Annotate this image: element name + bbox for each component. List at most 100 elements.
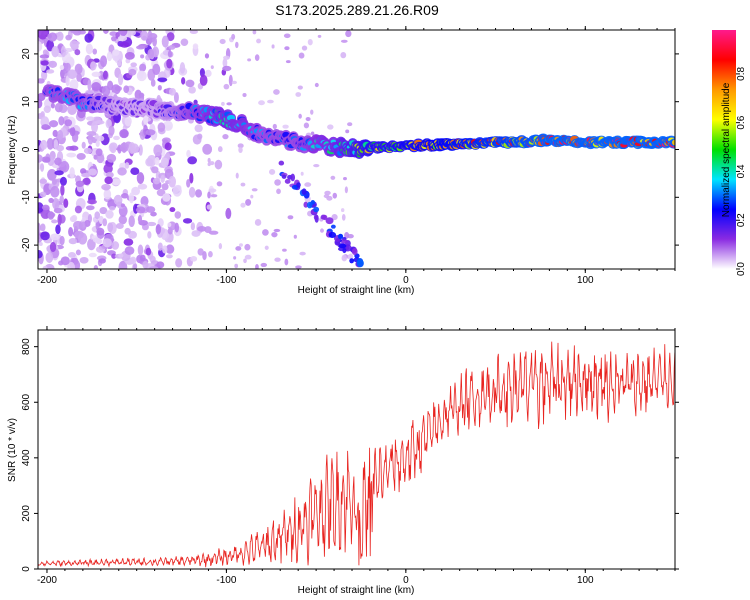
- spectrogram-cell: [208, 251, 213, 258]
- spectrogram-cell: [67, 251, 76, 258]
- spectrogram-cell: [313, 206, 320, 213]
- spectrogram-cell: [45, 252, 54, 263]
- spectrogram-cell: [38, 30, 48, 40]
- spectrogram-cell: [70, 30, 79, 34]
- spectrogram-cell: [50, 233, 60, 241]
- spectrogram-cell: [111, 84, 121, 95]
- spectrogram-cell: [326, 195, 333, 201]
- spectrogram-cell: [242, 93, 247, 98]
- spectrogram-cell: [327, 124, 334, 130]
- spectrogram-y-tick-label: 10: [21, 96, 32, 108]
- spectrogram-x-ticks: -200 -100 0 100: [37, 26, 676, 286]
- spectrogram-cell: [197, 133, 203, 140]
- spectrogram-cell: [94, 211, 101, 220]
- spectrogram-cell: [174, 222, 180, 233]
- spectrogram-cell: [284, 258, 289, 266]
- spectrogram-cell: [85, 43, 93, 55]
- spectrogram-cell: [240, 202, 246, 208]
- spectrogram-cell: [97, 135, 105, 142]
- spectrogram-cell: [111, 36, 117, 42]
- spectrogram-cell: [51, 178, 57, 185]
- spectrogram-cell: [272, 123, 277, 130]
- spectrogram-cell: [284, 178, 291, 184]
- spectrogram-cell: [54, 170, 64, 176]
- spectrogram-cell: [341, 254, 348, 262]
- spectrogram-cell: [38, 241, 43, 247]
- spectrogram-cell: [103, 163, 113, 174]
- spectrogram-cell: [260, 262, 268, 268]
- spectrogram-cell: [174, 211, 182, 219]
- spectrogram-cell: [179, 62, 186, 74]
- spectrogram-cell: [39, 191, 47, 198]
- spectrogram-cell: [344, 186, 348, 194]
- snr-panel: -200 -100 0 100 0 200 400 600 800 Height of str…: [7, 326, 679, 596]
- spectrogram-cell: [121, 193, 129, 199]
- spectrogram-cell: [222, 65, 232, 72]
- spectrogram-cell: [118, 253, 124, 258]
- colorbar-gradient: [712, 30, 736, 269]
- spectrogram-cell: [285, 60, 291, 64]
- spectrogram-cell: [87, 133, 94, 145]
- spectrogram-cell: [225, 207, 232, 220]
- spectrogram-cell: [117, 167, 127, 176]
- spectrogram-cell: [39, 178, 48, 184]
- spectrogram-cell: [157, 122, 166, 133]
- spectrogram-cell: [52, 129, 59, 138]
- spectrogram-cell: [38, 222, 41, 234]
- spectrogram-cell: [115, 222, 124, 229]
- spectrogram-cell: [47, 32, 58, 42]
- spectrogram-cell: [256, 38, 261, 44]
- spectrogram-cell: [136, 70, 147, 82]
- spectrogram-cell: [223, 83, 230, 90]
- spectrogram-cell: [324, 190, 331, 196]
- spectrogram-cell: [137, 183, 148, 190]
- spectrogram-cell: [189, 30, 198, 35]
- spectrogram-cell: [181, 77, 186, 85]
- figure-title: S173.2025.289.21.26.R09: [275, 2, 439, 18]
- spectrogram-cell: [151, 166, 159, 174]
- spectrogram-cell: [150, 211, 157, 217]
- spectrogram-cell: [214, 159, 223, 170]
- spectrogram-cell: [50, 186, 60, 198]
- spectrogram-cell: [146, 221, 157, 227]
- spectrogram-cell: [124, 227, 131, 235]
- spectrogram-cell: [137, 244, 144, 256]
- spectrogram-cell: [337, 233, 344, 240]
- spectrogram-cell: [95, 140, 100, 147]
- spectrogram-cell: [303, 122, 310, 129]
- spectrogram-cell: [153, 144, 163, 157]
- spectrogram-x-axis-label: Height of straight line (km): [298, 285, 415, 296]
- spectrogram-cell: [67, 69, 78, 80]
- spectrogram-cell: [75, 180, 85, 187]
- spectrogram-cell: [206, 204, 213, 210]
- spectrogram-cell: [264, 245, 269, 250]
- spectrogram-cell: [330, 224, 336, 229]
- spectrogram-cell: [172, 185, 182, 197]
- spectrogram-cell: [39, 54, 50, 59]
- spectrogram-cell: [252, 30, 257, 35]
- spectrogram-cell: [50, 102, 55, 109]
- spectrogram-cell: [38, 154, 43, 163]
- spectrogram-cell: [145, 129, 156, 136]
- spectrogram-cell: [40, 231, 50, 241]
- spectrogram-cell: [208, 188, 217, 193]
- spectrogram-y-tick-label: -20: [21, 237, 32, 252]
- spectrogram-cell: [152, 63, 161, 75]
- spectrogram-cell: [120, 203, 125, 208]
- spectrogram-cell: [254, 219, 262, 226]
- spectrogram-cell: [157, 242, 163, 251]
- spectrogram-cell: [149, 266, 159, 269]
- spectrogram-cell: [96, 153, 105, 164]
- spectrogram-cell: [154, 156, 160, 166]
- spectrogram-cell: [287, 215, 294, 220]
- spectrogram-cell: [119, 41, 130, 48]
- spectrogram-cell: [282, 248, 287, 252]
- spectrogram-cell: [168, 87, 176, 96]
- colorbar: 0.0 0.2 0.4 0.6 0.8 Normalized spectral ampl…: [712, 30, 747, 276]
- spectrogram-cell: [111, 241, 120, 250]
- spectrogram-cell: [59, 64, 65, 71]
- spectrogram-cell: [104, 176, 113, 185]
- spectrogram-cell: [235, 172, 239, 179]
- spectrogram-cell: [38, 202, 44, 214]
